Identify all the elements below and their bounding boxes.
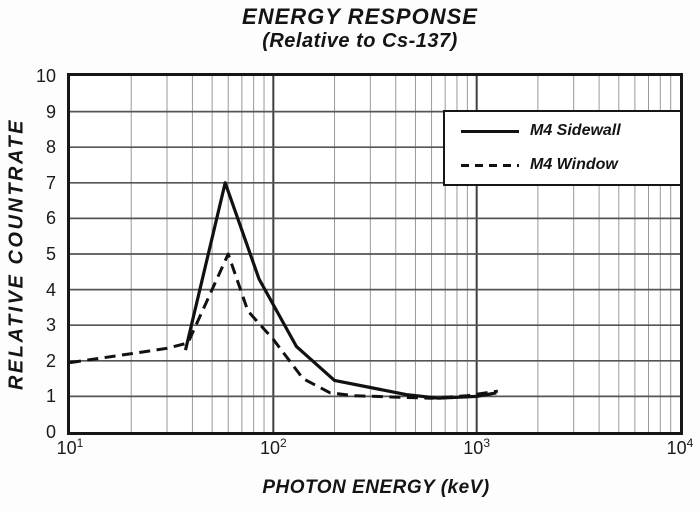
chart-title: ENERGY RESPONSE (242, 4, 478, 29)
x-tick-label-10e2: 102 (259, 436, 287, 458)
legend-box: M4 Sidewall M4 Window (443, 110, 682, 186)
y-tick-label-5: 5 (45, 244, 56, 264)
chart-subtitle: (Relative to Cs-137) (262, 30, 458, 52)
grid-and-curves-canvas (70, 76, 680, 432)
y-tick-label-9: 9 (45, 101, 56, 122)
y-tick-label-3: 3 (45, 315, 56, 336)
legend-solid-line-sample (461, 129, 519, 133)
x-axis-title: PHOTON ENERGY (keV) (262, 477, 490, 498)
x-tick-label-10e1: 101 (56, 436, 84, 458)
y-tick-label-6: 6 (45, 208, 56, 229)
y-tick-label-7: 7 (45, 172, 56, 193)
legend-entry-window: M4 Window (461, 156, 680, 174)
y-tick-label-8: 8 (45, 137, 56, 158)
plot-area: M4 Sidewall M4 Window (67, 73, 683, 435)
y-tick-label-10: 10 (35, 66, 56, 86)
y-tick-label-4: 4 (45, 279, 56, 300)
y-tick-label-2: 2 (45, 350, 56, 371)
x-tick-label-10e4: 104 (666, 436, 694, 458)
legend-dashed-line-sample (461, 163, 519, 167)
legend-label-window: M4 Window (530, 156, 618, 173)
legend-entry-sidewall: M4 Sidewall (461, 122, 680, 140)
legend-label-sidewall: M4 Sidewall (530, 122, 621, 139)
y-tick-label-0: 0 (45, 422, 56, 442)
y-tick-label-1: 1 (45, 386, 56, 407)
x-tick-label-10e3: 103 (463, 436, 491, 458)
